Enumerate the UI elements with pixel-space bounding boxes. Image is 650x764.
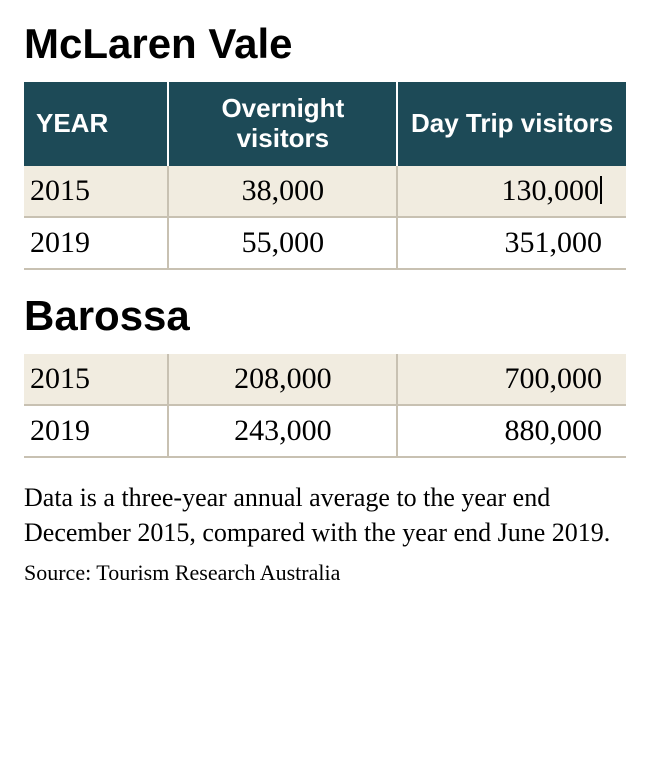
table-row: 2019 243,000 880,000 [24, 405, 626, 457]
table-row: 2015 208,000 700,000 [24, 354, 626, 405]
text-cursor [600, 176, 602, 204]
caption-text: Data is a three-year annual average to t… [24, 480, 626, 550]
cell-daytrip: 130,000 [397, 166, 626, 217]
cell-year: 2019 [24, 217, 168, 269]
col-header-daytrip: Day Trip visitors [397, 82, 626, 166]
data-table-mclaren: YEAR Overnight visitors Day Trip visitor… [24, 82, 626, 270]
col-header-overnight: Overnight visitors [168, 82, 397, 166]
cell-overnight: 208,000 [168, 354, 397, 405]
cell-overnight: 243,000 [168, 405, 397, 457]
table-header-row: YEAR Overnight visitors Day Trip visitor… [24, 82, 626, 166]
table-row: 2019 55,000 351,000 [24, 217, 626, 269]
region-title-mclaren: McLaren Vale [24, 20, 626, 68]
cell-daytrip: 700,000 [397, 354, 626, 405]
source-text: Source: Tourism Research Australia [24, 560, 626, 586]
region-title-barossa: Barossa [24, 292, 626, 340]
cell-daytrip: 351,000 [397, 217, 626, 269]
cell-overnight: 38,000 [168, 166, 397, 217]
cell-year: 2015 [24, 354, 168, 405]
data-table-barossa: 2015 208,000 700,000 2019 243,000 880,00… [24, 354, 626, 458]
cell-overnight: 55,000 [168, 217, 397, 269]
cell-year: 2019 [24, 405, 168, 457]
col-header-year: YEAR [24, 82, 168, 166]
table-row: 2015 38,000 130,000 [24, 166, 626, 217]
cell-daytrip: 880,000 [397, 405, 626, 457]
cell-year: 2015 [24, 166, 168, 217]
